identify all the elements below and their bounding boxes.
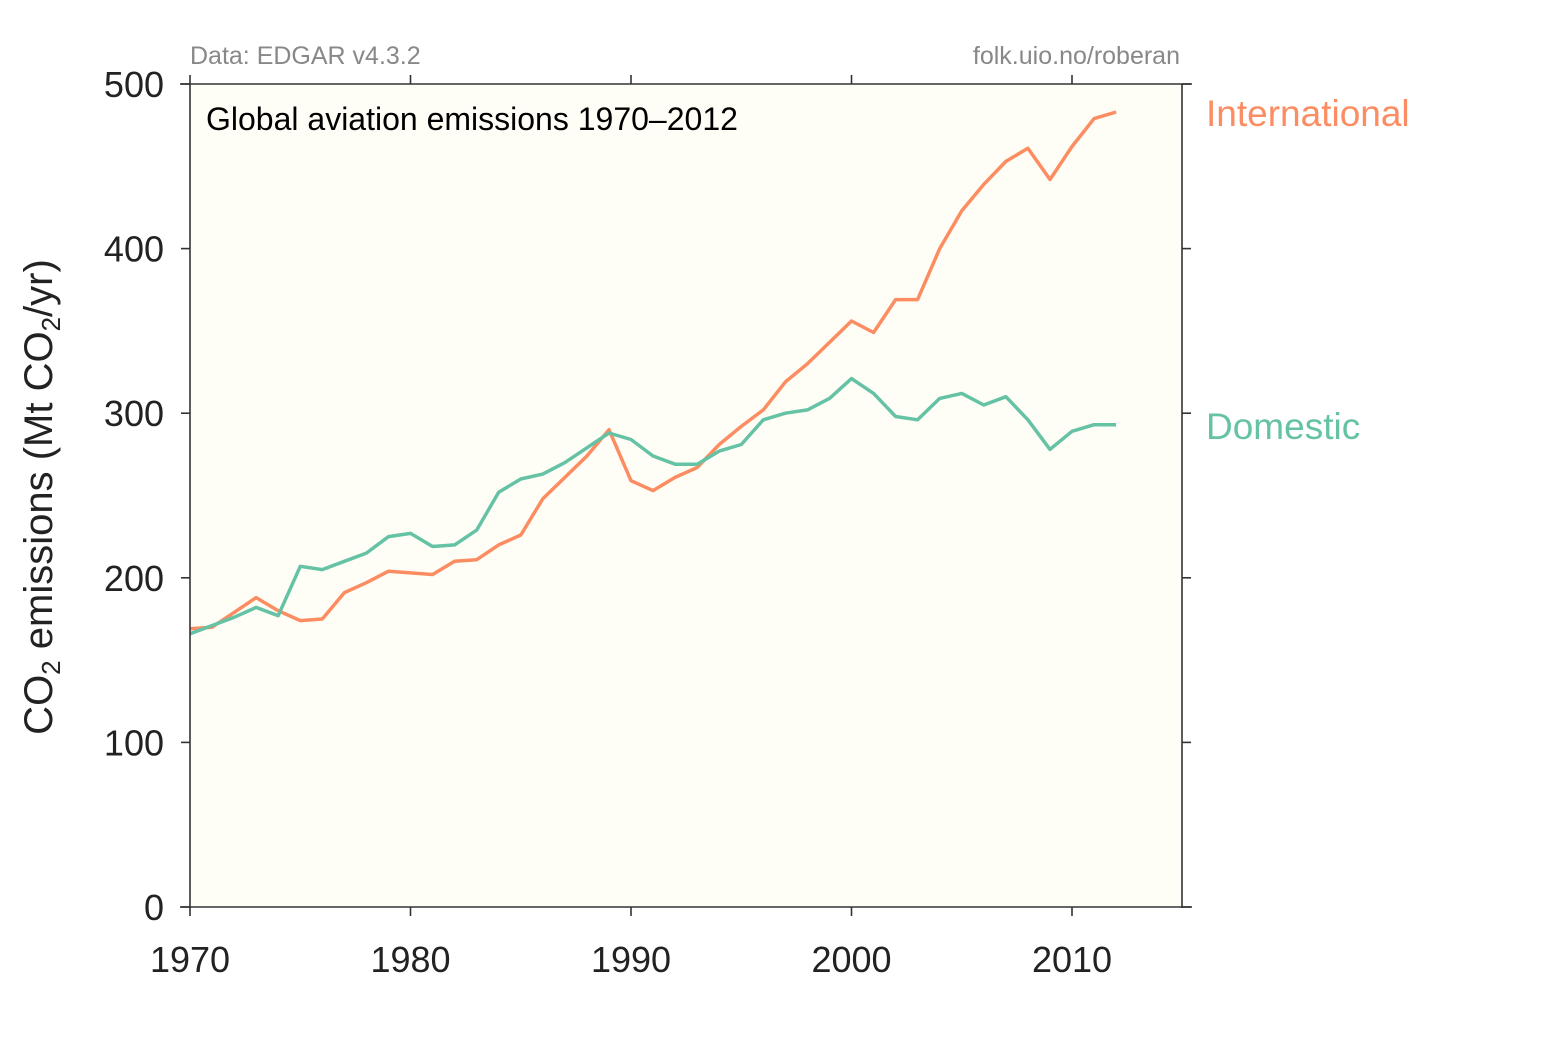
series-line-domestic xyxy=(189,376,1117,636)
y-tick-label: 500 xyxy=(104,64,164,105)
y-axis-label: CO2 emissions (Mt CO2/yr) xyxy=(17,259,66,735)
ylabel-sub1: 2 xyxy=(36,660,66,674)
ylabel-pre: CO xyxy=(17,675,61,735)
axes-layer xyxy=(180,83,1192,908)
y-tick-label: 300 xyxy=(104,393,164,434)
plot-area xyxy=(190,84,1182,907)
ylabel-mid: emissions (Mt CO xyxy=(17,331,61,660)
x-tick-label: 1980 xyxy=(370,939,450,980)
x-tick-label: 1970 xyxy=(150,939,230,980)
series-label-domestic: Domestic xyxy=(1206,406,1360,447)
series-label-international: International xyxy=(1206,93,1410,134)
credit-right: folk.uio.no/roberan xyxy=(973,42,1180,70)
chart-title: Global aviation emissions 1970–2012 xyxy=(206,101,738,137)
y-tick-label: 400 xyxy=(104,229,164,270)
series-layer xyxy=(189,110,1117,636)
ylabel-post: /yr) xyxy=(17,259,61,317)
ylabel-sub2: 2 xyxy=(36,317,66,331)
y-tick-label: 200 xyxy=(104,558,164,599)
ticks-layer: 1970 1980 1990 2000 2010 0 100 200 300 400 500 xyxy=(104,64,1191,980)
x-tick-label: 1990 xyxy=(591,939,671,980)
series-line-international xyxy=(189,110,1117,631)
x-tick-label: 2000 xyxy=(811,939,891,980)
y-tick-label: 0 xyxy=(144,887,164,928)
x-tick-label: 2010 xyxy=(1032,939,1112,980)
credit-left: Data: EDGAR v4.3.2 xyxy=(190,42,421,70)
y-tick-label: 100 xyxy=(104,722,164,763)
